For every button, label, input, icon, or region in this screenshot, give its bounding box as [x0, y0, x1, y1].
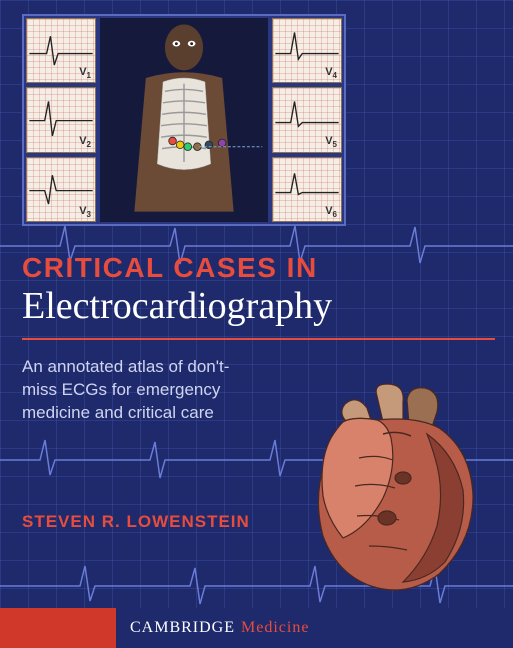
publisher-name: CAMBRIDGE Medicine	[130, 619, 309, 637]
title-line2: Electrocardiography	[22, 284, 495, 328]
lead-label-v5: V5	[325, 135, 337, 149]
lead-label-v1: V1	[79, 66, 91, 80]
lead-v1-box: V1	[26, 18, 96, 83]
title-divider	[22, 338, 495, 340]
publisher-part2: Medicine	[241, 619, 309, 636]
lead-v6-box: V6	[272, 157, 342, 222]
lead-v5-box: V5	[272, 87, 342, 152]
lead-label-v2: V2	[79, 135, 91, 149]
footer-red-block	[0, 608, 116, 648]
lead-v2-box: V2	[26, 87, 96, 152]
footer-publisher-area: CAMBRIDGE Medicine	[116, 608, 513, 648]
publisher-part1: CAMBRIDGE	[130, 619, 235, 636]
lead-label-v3: V3	[79, 205, 91, 219]
lead-label-v6: V6	[325, 205, 337, 219]
book-cover: V1 V2 V3	[0, 0, 513, 648]
lead-v4-box: V4	[272, 18, 342, 83]
right-leads-column: V4 V5 V6	[270, 16, 344, 224]
heart-illustration	[287, 378, 507, 604]
ecg-leads-panel: V1 V2 V3	[22, 14, 346, 226]
author-name: STEVEN R. LOWENSTEIN	[22, 512, 250, 532]
title-line1: CRITICAL CASES IN	[22, 252, 495, 284]
lead-label-v4: V4	[325, 66, 337, 80]
subtitle: An annotated atlas of don't-miss ECGs fo…	[22, 356, 252, 425]
lead-v3-box: V3	[26, 157, 96, 222]
footer: CAMBRIDGE Medicine	[0, 608, 513, 648]
left-leads-column: V1 V2 V3	[24, 16, 98, 224]
torso-illustration	[100, 18, 268, 222]
